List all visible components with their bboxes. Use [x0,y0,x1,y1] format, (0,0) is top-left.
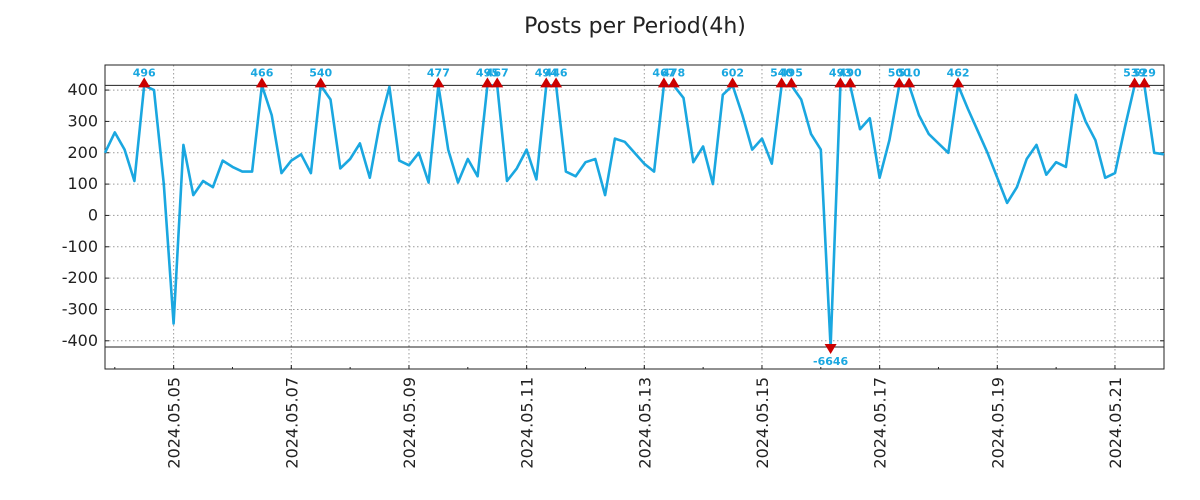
peak-marker [481,77,494,88]
y-tick-label: 0 [88,205,98,224]
peak-marker [540,77,553,88]
peak-label: 478 [662,66,685,79]
series-line-posts [103,84,1165,349]
peak-marker [903,77,916,88]
y-tick-label: 400 [67,80,98,99]
peak-label: 540 [309,66,332,79]
peak-marker [834,77,847,88]
series-layer [103,84,1165,349]
peak-label: 490 [839,66,862,79]
peak-label: 602 [721,66,744,79]
axis-layer: 400 300 200 100 0 -100 -200 -300 -400 2024.05.05 2… [62,64,1165,469]
peak-label: 496 [133,66,156,79]
peak-marker [893,77,906,88]
peak-marker [775,77,788,88]
y-tick-label: 100 [67,174,98,193]
x-tick-label: 2024.05.21 [1106,377,1125,469]
plot-frame [104,64,1165,370]
peak-label: 466 [250,66,273,79]
peak-marker [844,77,857,88]
x-tick-label: 2024.05.11 [518,377,537,469]
peak-marker [314,77,327,88]
x-tick-label: 2024.05.15 [753,377,772,469]
trough-marker [824,344,837,355]
y-tick-label: -400 [62,331,98,350]
trough-label: -6646 [813,355,849,368]
x-tick-label: 2024.05.09 [400,377,419,469]
peak-marker [952,77,965,88]
peak-marker [1128,77,1141,88]
y-tick-label: 200 [67,143,98,162]
x-tick-label: 2024.05.19 [988,377,1007,469]
peak-marker [432,77,445,88]
peak-marker [657,77,670,88]
peak-marker [667,77,680,88]
peak-label: 495 [780,66,803,79]
peak-label: 529 [1133,66,1156,79]
peak-marker [1138,77,1151,88]
marker-layer [138,77,1151,355]
peak-label: 467 [486,66,509,79]
peak-marker [785,77,798,88]
peak-label: 500 [888,66,911,79]
peak-marker [726,77,739,88]
peak-label: 467 [652,66,675,79]
y-tick-label: -300 [62,299,98,318]
x-tick-label: 2024.05.13 [635,377,654,469]
chart-title: Posts per Period(4h) [524,14,746,39]
peak-label: 477 [427,66,450,79]
peak-label: 540 [770,66,793,79]
peak-label: 462 [947,66,970,79]
peak-marker [550,77,563,88]
y-tick-label: 300 [67,111,98,130]
peak-label: 446 [545,66,568,79]
peak-label: 494 [535,66,558,79]
grid-layer [105,65,1164,369]
peak-label: 493 [829,66,852,79]
peak-label: 539 [1123,66,1146,79]
peak-marker [138,77,151,88]
x-tick-label: 2024.05.17 [871,377,890,469]
peak-label: 510 [898,66,921,79]
peak-marker [255,77,268,88]
y-tick-label: -100 [62,237,98,256]
peak-label: 495 [476,66,499,79]
peak-marker [491,77,504,88]
x-tick-label: 2024.05.07 [282,377,301,469]
y-tick-label: -200 [62,268,98,287]
x-tick-label: 2024.05.05 [165,377,184,469]
